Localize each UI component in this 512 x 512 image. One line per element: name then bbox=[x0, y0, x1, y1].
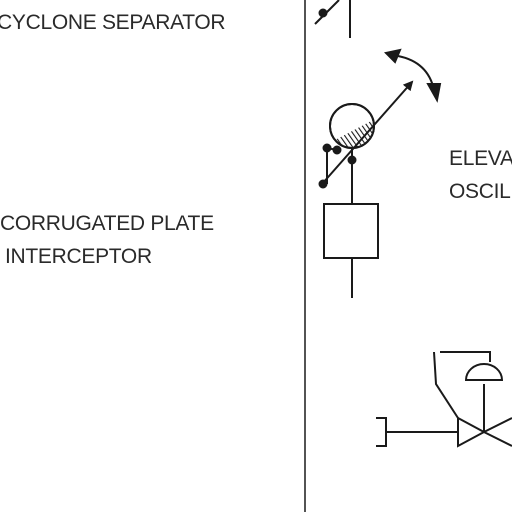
corrugated-plate-label-line2: INTERCEPTOR bbox=[5, 245, 152, 268]
corrugated-plate-interceptor-symbol-icon bbox=[318, 80, 414, 298]
cyclone-separator-label: CYCLONE SEPARATOR bbox=[0, 11, 226, 34]
elevation-label-line1: ELEVA bbox=[449, 147, 512, 170]
corrugated-plate-label-line1: CORRUGATED PLATE bbox=[0, 212, 214, 235]
cyclone-separator-symbol-icon bbox=[314, 0, 351, 38]
elevation-label-line2: OSCIL bbox=[449, 180, 511, 203]
diaphragm-control-valve-symbol-icon bbox=[376, 351, 512, 448]
oscillation-arrow-icon bbox=[383, 48, 442, 103]
